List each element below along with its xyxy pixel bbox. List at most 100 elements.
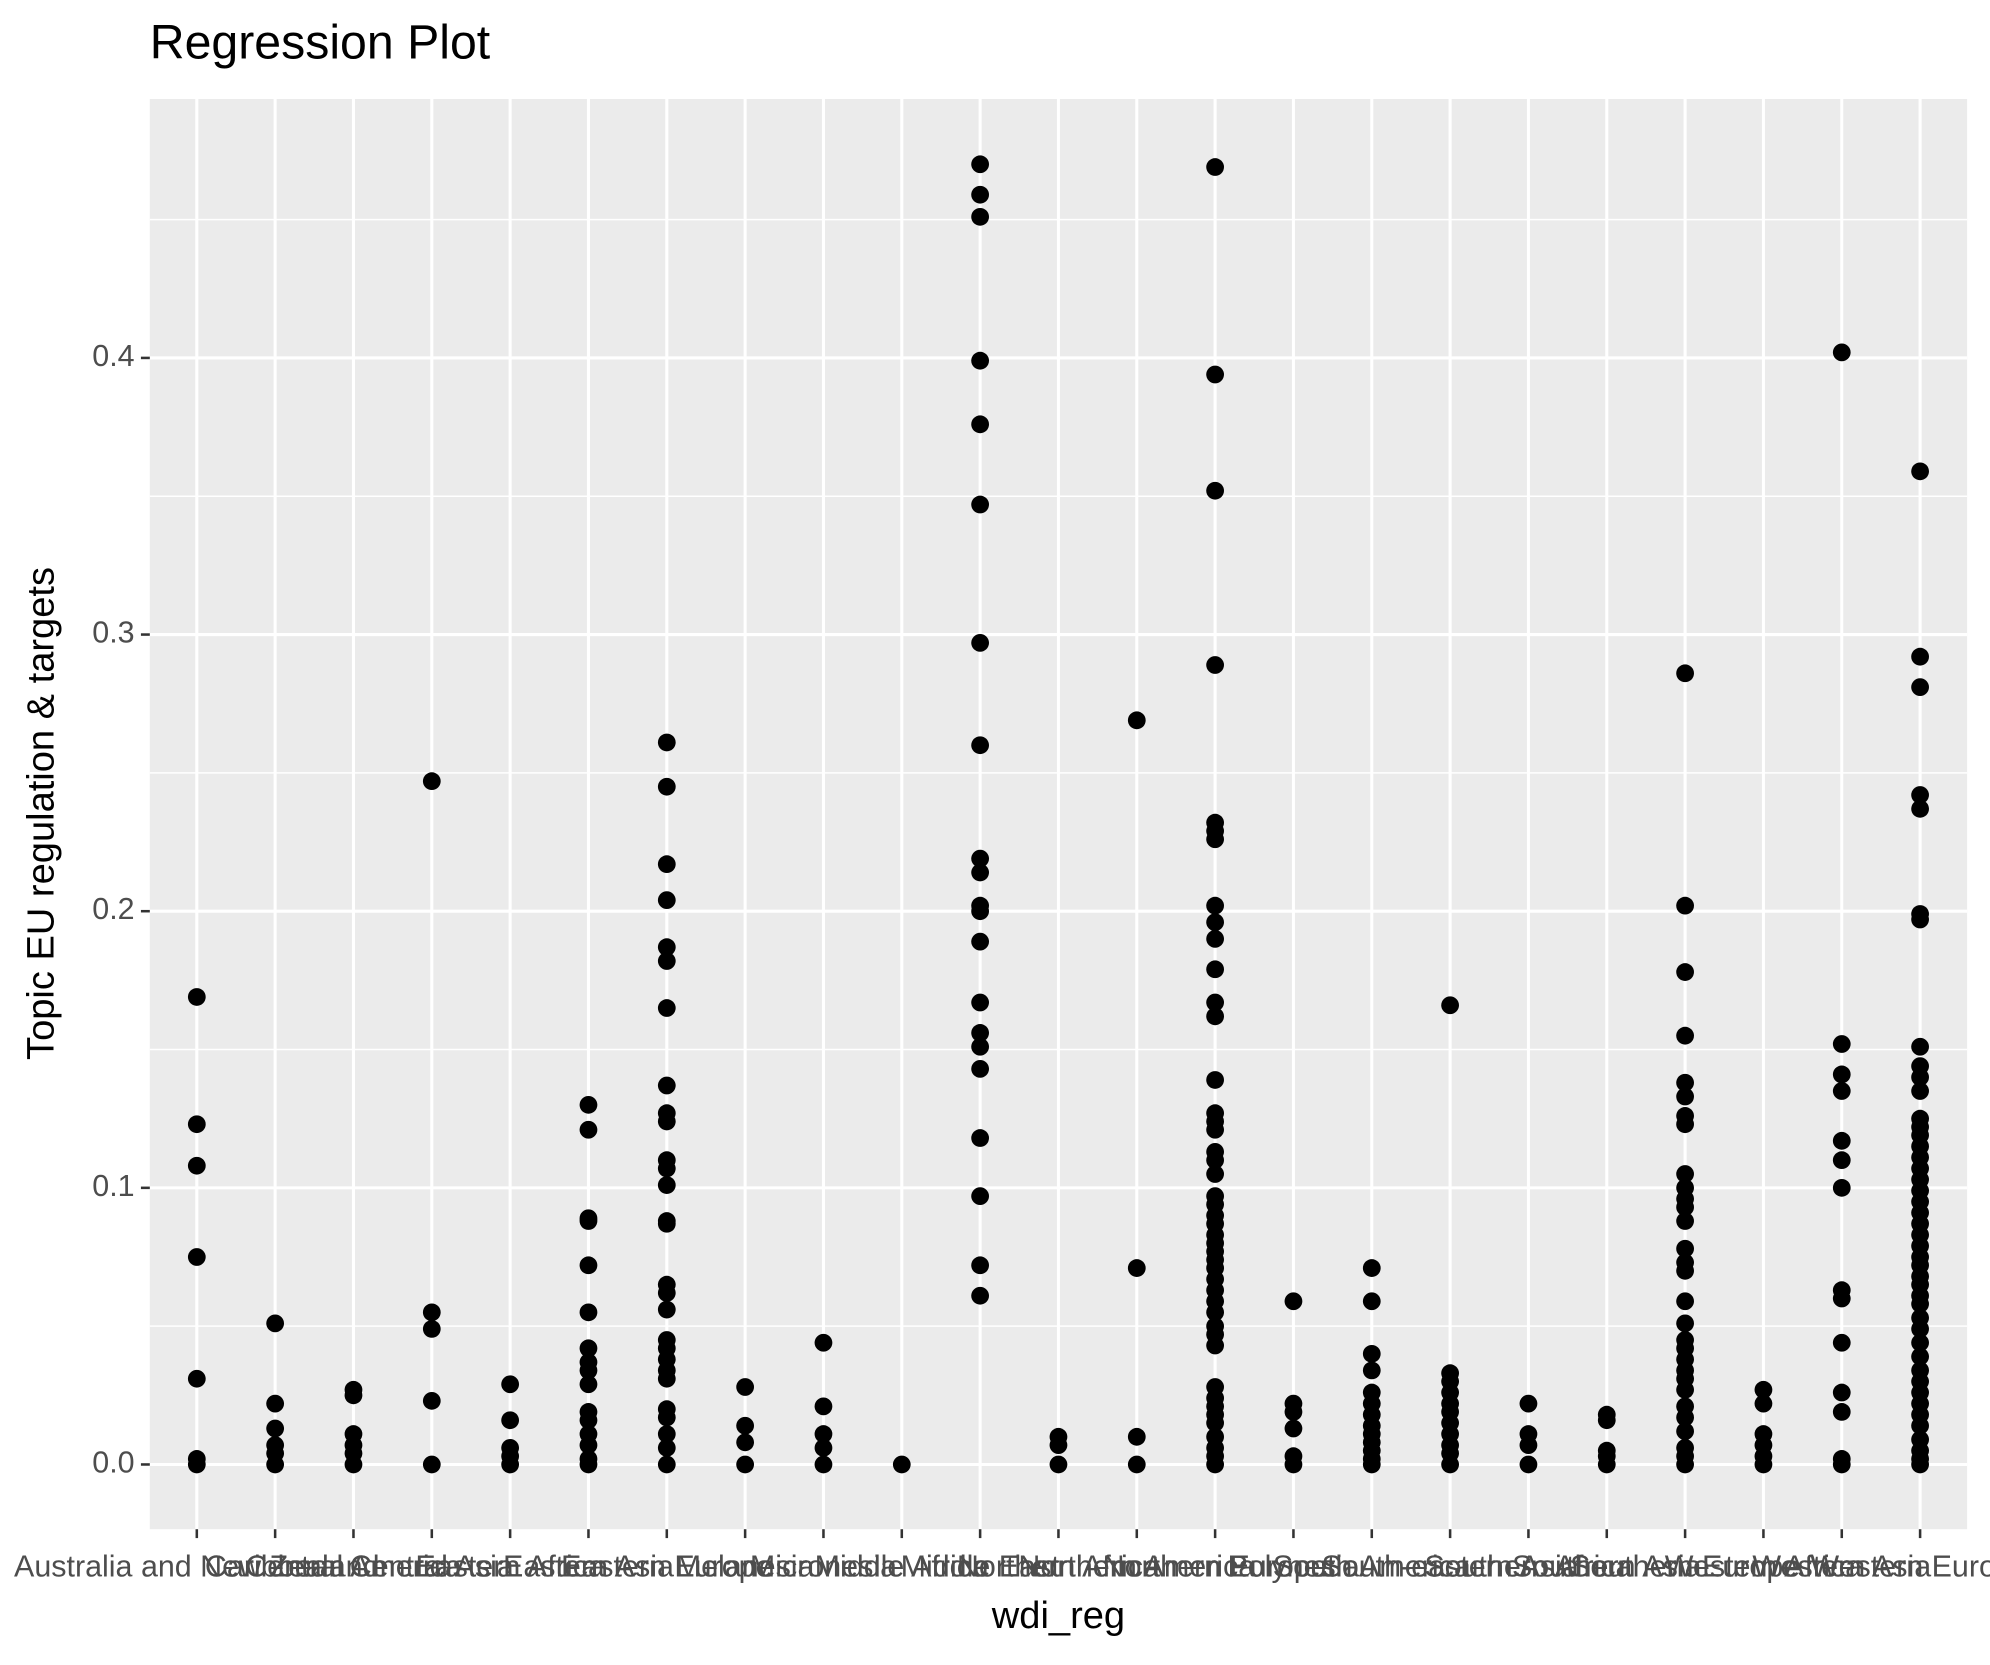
- point: [1676, 1198, 1694, 1217]
- point: [657, 938, 676, 957]
- point: [1127, 1259, 1146, 1277]
- x-tick-label: Northern Europe: [1103, 1550, 1328, 1584]
- x-tick-label: Western Asia: [1752, 1550, 1931, 1584]
- point: [736, 1433, 755, 1452]
- point: [1206, 830, 1224, 849]
- point: [1832, 1082, 1851, 1100]
- axes: 0.0 0.1 0.2 0.3 0.4 Australia and New Zealand…: [14, 339, 1990, 1584]
- point: [1676, 1026, 1694, 1045]
- point: [1206, 158, 1224, 176]
- point: [579, 1095, 598, 1114]
- point: [579, 1375, 598, 1394]
- point: [1206, 1336, 1224, 1355]
- point: [344, 1455, 363, 1474]
- point: [1911, 910, 1929, 929]
- point: [1049, 1436, 1068, 1454]
- point: [1911, 647, 1929, 666]
- point: [1676, 1261, 1694, 1280]
- point: [1362, 1292, 1381, 1311]
- point: [1676, 664, 1694, 683]
- point: [736, 1416, 755, 1435]
- point: [1676, 896, 1694, 915]
- point: [971, 863, 990, 882]
- point: [1284, 1403, 1303, 1421]
- point: [1911, 1068, 1929, 1087]
- y-tick-label: 0.2: [92, 892, 134, 926]
- point: [1206, 1151, 1224, 1170]
- point: [736, 1455, 755, 1474]
- points: [187, 155, 1929, 1474]
- point: [971, 207, 990, 226]
- point: [657, 1369, 676, 1388]
- grid: [149, 98, 1968, 1530]
- point: [579, 1361, 598, 1380]
- point: [657, 1214, 676, 1233]
- point: [422, 1303, 441, 1322]
- x-tick-label: Western Africa: [1665, 1550, 1862, 1584]
- point: [1362, 1259, 1381, 1277]
- point: [657, 855, 676, 874]
- point: [1362, 1344, 1381, 1363]
- point: [579, 1256, 598, 1275]
- point: [422, 1320, 441, 1338]
- point: [422, 1391, 441, 1410]
- point: [971, 1187, 990, 1206]
- point: [579, 1212, 598, 1230]
- point: [1676, 1115, 1694, 1134]
- point: [971, 1286, 990, 1305]
- point: [1676, 1380, 1694, 1399]
- x-tick-label: Southern Asia: [1512, 1550, 1702, 1584]
- point: [657, 1455, 676, 1474]
- point: [1832, 1403, 1851, 1421]
- point: [657, 999, 676, 1017]
- point: [579, 1411, 598, 1430]
- point: [1206, 960, 1224, 979]
- x-tick-label: Australia and New Zealand: [14, 1550, 379, 1584]
- point: [1832, 1131, 1851, 1150]
- point: [971, 1024, 990, 1042]
- point: [579, 1339, 598, 1358]
- point: [1206, 1455, 1224, 1474]
- point: [736, 1378, 755, 1396]
- point: [1754, 1394, 1773, 1413]
- point: [1754, 1380, 1773, 1399]
- point: [1832, 1151, 1851, 1170]
- point: [187, 1455, 206, 1474]
- point: [1832, 1178, 1851, 1197]
- point: [501, 1411, 520, 1430]
- point: [1911, 1347, 1929, 1366]
- point: [1911, 786, 1929, 804]
- point: [187, 1248, 206, 1266]
- point: [1911, 462, 1929, 481]
- point: [1206, 1414, 1224, 1432]
- point: [344, 1386, 363, 1405]
- point: [1597, 1411, 1616, 1430]
- point: [657, 1300, 676, 1319]
- point: [971, 1060, 990, 1078]
- point: [657, 733, 676, 752]
- point: [1911, 1295, 1929, 1313]
- point: [579, 1455, 598, 1474]
- y-tick-label: 0.0: [92, 1446, 134, 1480]
- x-tick-label: Central Asia: [350, 1550, 514, 1584]
- point: [657, 1159, 676, 1178]
- point: [187, 1115, 206, 1134]
- point: [971, 849, 990, 868]
- point: [1676, 1073, 1694, 1092]
- point: [1206, 1007, 1224, 1026]
- point: [971, 633, 990, 652]
- x-tick-label: Polynesia: [1227, 1550, 1359, 1584]
- x-tick-label: Northern Africa: [957, 1550, 1160, 1584]
- point: [1206, 913, 1224, 932]
- point: [971, 495, 990, 514]
- point: [1519, 1455, 1538, 1474]
- point: [1127, 1427, 1146, 1446]
- point: [1676, 1292, 1694, 1311]
- point: [971, 1129, 990, 1147]
- point: [1676, 1087, 1694, 1106]
- x-tick-label: Middle East: [901, 1550, 1061, 1584]
- point: [501, 1375, 520, 1394]
- point: [1676, 963, 1694, 981]
- point: [1441, 996, 1459, 1015]
